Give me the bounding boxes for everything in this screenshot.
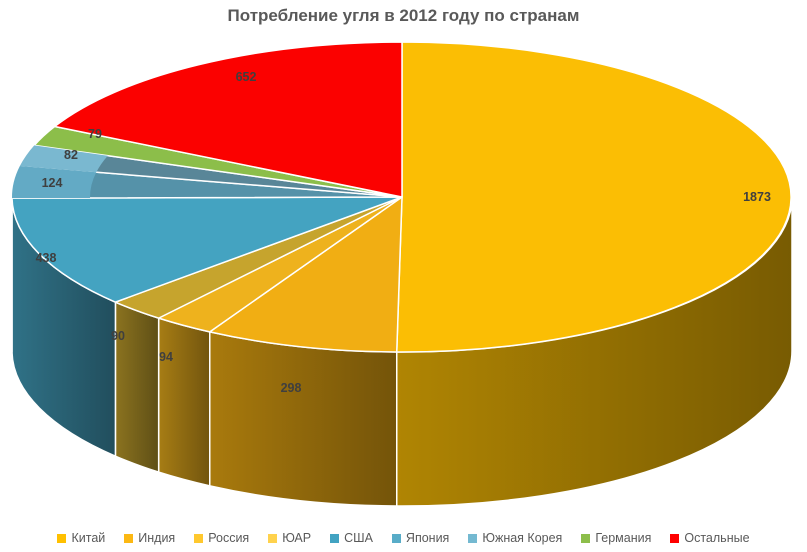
legend-label-5: Япония [405, 531, 450, 545]
legend-item-2[interactable]: Россия [194, 531, 249, 545]
legend-label-3: ЮАР [282, 531, 312, 545]
legend-label-7: Германия [595, 531, 652, 545]
legend-label-8: Остальные [684, 531, 750, 545]
legend-item-7[interactable]: Германия [581, 531, 651, 545]
legend-swatch-0 [57, 533, 67, 543]
legend-item-8[interactable]: Остальные [670, 531, 750, 545]
legend-swatch-8 [670, 533, 680, 543]
legend-label-0: Китай [71, 531, 106, 545]
slice-value-label-3: 90 [111, 329, 125, 343]
pie-slice-8-top[interactable] [53, 41, 403, 198]
legend-swatch-7 [581, 533, 591, 543]
legend-swatch-6 [468, 533, 478, 543]
slice-value-label-4: 438 [36, 251, 57, 265]
legend-label-4: США [344, 531, 373, 545]
slice-value-label-7: 79 [88, 127, 102, 141]
pie-slice-3-wall[interactable] [114, 301, 160, 473]
slice-value-label-6: 82 [64, 148, 78, 162]
legend-swatch-3 [268, 533, 278, 543]
chart-legend: Китай Индия Россия ЮАР США Япония Южная Корея Г… [0, 528, 807, 548]
legend-swatch-1 [124, 533, 134, 543]
legend-label-2: Россия [208, 531, 250, 545]
pie-slice-5-top-highlight [11, 166, 97, 199]
pie-slice-4-top[interactable] [11, 196, 403, 303]
slice-value-label-8: 652 [236, 70, 257, 84]
slice-value-label-5: 124 [42, 176, 63, 190]
pie-slice-2-wall[interactable] [157, 317, 211, 487]
legend-item-0[interactable]: Китай [57, 531, 105, 545]
legend-label-6: Южная Корея [482, 531, 563, 545]
legend-swatch-4 [330, 533, 340, 543]
legend-label-1: Индия [138, 531, 176, 545]
slice-value-label-0: 1873 [743, 190, 771, 204]
legend-swatch-2 [194, 533, 204, 543]
legend-item-1[interactable]: Индия [124, 531, 175, 545]
legend-item-6[interactable]: Южная Корея [468, 531, 562, 545]
legend-item-4[interactable]: США [330, 531, 373, 545]
slice-value-label-1: 298 [281, 381, 302, 395]
legend-swatch-5 [391, 533, 401, 543]
chart-title: Потребление угля в 2012 году по странам [227, 6, 580, 25]
legend-item-5[interactable]: Япония [391, 531, 450, 545]
pie-slice-0-top[interactable] [395, 41, 792, 353]
pie-slice-1-top[interactable] [209, 196, 403, 353]
pie-slice-6-top-highlight [19, 145, 108, 173]
pie-slice-1-wall[interactable] [209, 331, 398, 507]
slice-value-label-2: 94 [159, 350, 173, 364]
legend-item-3[interactable]: ЮАР [268, 531, 311, 545]
